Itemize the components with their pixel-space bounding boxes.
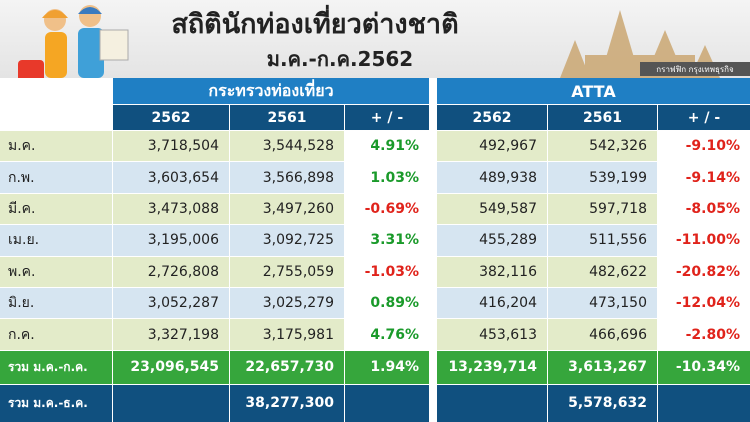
value-cell: 492,967 <box>437 131 547 162</box>
sum-cell: 13,239,714 <box>437 350 547 384</box>
value-cell: 3,327,198 <box>113 319 229 350</box>
change-cell: 4.76% <box>345 319 429 350</box>
value-cell: 453,613 <box>437 319 547 350</box>
credit: กราฟฟิก กรุงเทพธุรกิจ <box>640 62 750 76</box>
empty-cell <box>345 384 429 422</box>
empty-cell <box>658 384 750 422</box>
group-header: กระทรวงท่องเที่ยว <box>113 78 429 104</box>
change-cell: -9.14% <box>658 162 750 193</box>
value-cell: 3,052,287 <box>113 288 229 319</box>
value-cell: 382,116 <box>437 256 547 287</box>
row-label: มิ.ย. <box>0 288 112 319</box>
change-cell: -9.10% <box>658 131 750 162</box>
change-cell: 3.31% <box>345 225 429 256</box>
value-cell: 2,726,808 <box>113 256 229 287</box>
change-cell: 4.91% <box>345 131 429 162</box>
change-cell: 1.03% <box>345 162 429 193</box>
value-cell: 482,622 <box>548 256 657 287</box>
column-header: + / - <box>658 105 750 130</box>
value-cell: 489,938 <box>437 162 547 193</box>
column-header: 2561 <box>548 105 657 130</box>
header-cell <box>0 78 112 130</box>
change-cell: -0.69% <box>345 193 429 225</box>
row-label: มี.ค. <box>0 193 112 225</box>
total-cell: 5,578,632 <box>548 384 657 422</box>
empty-cell <box>437 384 547 422</box>
change-cell: -1.03% <box>345 256 429 287</box>
column-header: 2561 <box>230 105 344 130</box>
value-cell: 3,497,260 <box>230 193 344 225</box>
column-header: 2562 <box>113 105 229 130</box>
title: สถิตินักท่องเที่ยวต่างชาติ <box>171 8 459 40</box>
change-cell: -8.05% <box>658 193 750 225</box>
value-cell: 3,473,088 <box>113 193 229 225</box>
value-cell: 3,566,898 <box>230 162 344 193</box>
sum-cell: -10.34% <box>658 350 750 384</box>
value-cell: 3,195,006 <box>113 225 229 256</box>
change-cell: -11.00% <box>658 225 750 256</box>
value-cell: 466,696 <box>548 319 657 350</box>
value-cell: 539,199 <box>548 162 657 193</box>
row-label: พ.ค. <box>0 256 112 287</box>
total-label: รวม ม.ค.-ธ.ค. <box>0 384 112 422</box>
value-cell: 3,603,654 <box>113 162 229 193</box>
change-cell: -12.04% <box>658 288 750 319</box>
sum-cell: 22,657,730 <box>230 350 344 384</box>
total-cell: 38,277,300 <box>230 384 344 422</box>
value-cell: 416,204 <box>437 288 547 319</box>
header <box>0 0 750 78</box>
value-cell: 473,150 <box>548 288 657 319</box>
sum-cell: 23,096,545 <box>113 350 229 384</box>
group-header: ATTA <box>437 78 750 104</box>
value-cell: 3,718,504 <box>113 131 229 162</box>
sum-cell: 3,613,267 <box>548 350 657 384</box>
subtitle: ม.ค.-ก.ค.2562 <box>266 47 414 71</box>
change-cell: 0.89% <box>345 288 429 319</box>
value-cell: 2,755,059 <box>230 256 344 287</box>
value-cell: 3,025,279 <box>230 288 344 319</box>
value-cell: 3,092,725 <box>230 225 344 256</box>
value-cell: 455,289 <box>437 225 547 256</box>
row-label: ม.ค. <box>0 131 112 162</box>
value-cell: 597,718 <box>548 193 657 225</box>
value-cell: 3,175,981 <box>230 319 344 350</box>
value-cell: 3,544,528 <box>230 131 344 162</box>
row-label: ก.ค. <box>0 319 112 350</box>
row-label: ก.พ. <box>0 162 112 193</box>
change-cell: -2.80% <box>658 319 750 350</box>
value-cell: 542,326 <box>548 131 657 162</box>
value-cell: 549,587 <box>437 193 547 225</box>
row-label: เม.ย. <box>0 225 112 256</box>
column-header: + / - <box>345 105 429 130</box>
column-header: 2562 <box>437 105 547 130</box>
change-cell: -20.82% <box>658 256 750 287</box>
value-cell: 511,556 <box>548 225 657 256</box>
empty-cell <box>113 384 229 422</box>
sum-cell: 1.94% <box>345 350 429 384</box>
sum-label: รวม ม.ค.-ก.ค. <box>0 350 112 384</box>
